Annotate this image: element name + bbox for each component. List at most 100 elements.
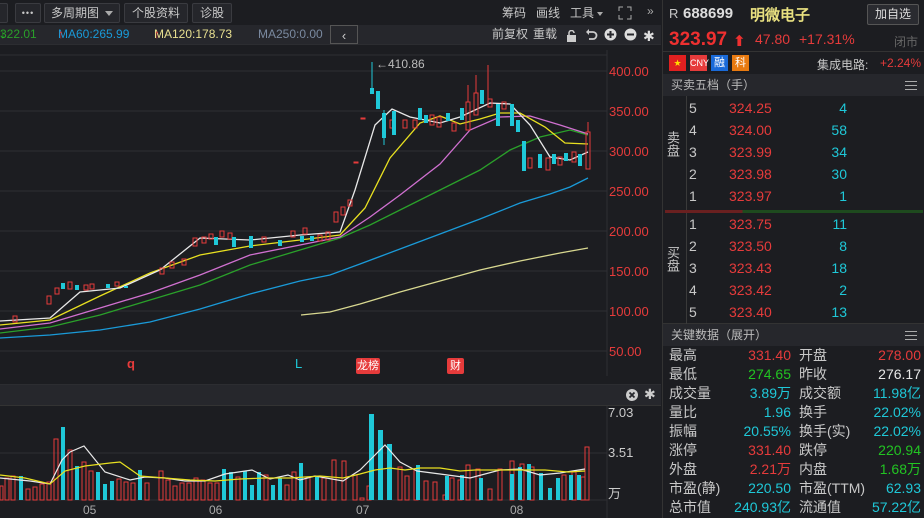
star-market-badge: 科 — [732, 55, 749, 71]
bid-row-2[interactable]: 2 323.50 8 — [689, 238, 847, 254]
menu-icon[interactable] — [905, 81, 917, 90]
high-annotation: ←410.86 — [376, 57, 425, 71]
price-axis-200: 200.00 — [609, 224, 649, 239]
quote-panel: R 688699 明微电子 加自选 323.97 ⬆ 47.80 +17.31%… — [662, 0, 924, 518]
marker-dragon-list[interactable]: 龙榜 — [356, 358, 380, 374]
chart-area: ••• 多周期图 个股资料 诊股 筹码 画线 工具 » 322.01 ↓ MA6… — [0, 0, 661, 518]
last-price: 323.97 — [669, 29, 728, 50]
key-data-row: 成交量 3.89万 成交额 11.98亿 — [669, 385, 921, 401]
volume-axis-unit: 万 — [608, 486, 622, 501]
ma120-text: MA120:178.73 — [154, 27, 233, 41]
tools-button[interactable]: 工具 — [570, 4, 604, 21]
ask-row-2[interactable]: 2 323.98 30 — [689, 166, 847, 182]
bid-row-3[interactable]: 3 323.43 18 — [689, 260, 847, 276]
sector-label[interactable]: 集成电路: — [817, 58, 869, 72]
key-data-row: 市盈(静) 220.50 市盈(TTM) 62.93 — [669, 480, 921, 496]
marker-l[interactable]: L — [295, 356, 303, 371]
month-label-07: 07 — [356, 503, 370, 517]
zoom-out-icon[interactable] — [624, 28, 637, 47]
key-data-row: 最高 331.40 开盘 278.00 — [669, 347, 921, 363]
key-data-row: 量比 1.96 换手 22.02% — [669, 404, 921, 420]
expand-right-icon[interactable]: » — [647, 4, 654, 18]
price-change-pct: +17.31% — [799, 31, 855, 47]
badge-row: ★ CNY 融 科 集成电路: +2.24% — [663, 53, 924, 73]
month-label-05: 05 — [83, 503, 97, 517]
chart-toolbar: ••• 多周期图 个股资料 诊股 筹码 画线 工具 » — [0, 0, 661, 26]
key-data-row: 最低 274.65 昨收 276.17 — [669, 366, 921, 382]
ask-row-3[interactable]: 3 323.99 34 — [689, 144, 847, 160]
arrow-up-icon: ↑ — [154, 27, 160, 41]
price-change: 47.80 — [755, 31, 791, 47]
price-axis-300: 300.00 — [609, 144, 649, 159]
price-axis-100: 100.00 — [609, 304, 649, 319]
collapse-button[interactable] — [0, 3, 8, 23]
ma60-text: MA60:265.99 — [58, 27, 130, 41]
adjust-button[interactable]: 前复权 — [492, 27, 529, 41]
lock-icon[interactable] — [566, 29, 577, 48]
multi-period-button[interactable]: 多周期图 — [44, 3, 120, 23]
market-status: 闭市 — [894, 35, 919, 49]
month-label-08: 08 — [510, 503, 524, 517]
menu-icon[interactable] — [905, 331, 917, 340]
key-data-header[interactable]: 关键数据（展开） — [663, 324, 924, 346]
quote-header: R 688699 明微电子 加自选 323.97 ⬆ 47.80 +17.31%… — [663, 0, 924, 52]
price-axis-250: 250.00 — [609, 184, 649, 199]
stock-name: 明微电子 — [750, 7, 811, 24]
tools-label: 工具 — [570, 6, 595, 20]
bid-row-4[interactable]: 4 323.42 2 — [689, 282, 847, 298]
ma250-value: MA250:0.00 — [258, 27, 323, 41]
volume-chart[interactable]: 7.03 3.51 万 05 06 07 08 — [0, 405, 661, 518]
buy-side-label: 买盘 — [665, 246, 680, 272]
sector-change: +2.24% — [879, 56, 921, 70]
more-button[interactable]: ••• — [15, 3, 41, 23]
chevron-down-icon — [105, 11, 113, 16]
volume-axis-mid: 3.51 — [608, 445, 634, 460]
volume-header: ✱ — [0, 384, 661, 406]
arrow-up-icon: ⬆ — [733, 33, 746, 50]
sell-side-label: 卖盘 — [665, 131, 680, 157]
cny-badge: CNY — [690, 55, 709, 71]
collapse-left-button[interactable]: ‹ — [330, 25, 358, 44]
undo-icon[interactable] — [585, 28, 598, 47]
price-axis-350: 350.00 — [609, 104, 649, 119]
ask-row-5[interactable]: 5 324.25 4 — [689, 100, 847, 116]
fullscreen-icon[interactable] — [618, 6, 632, 20]
order-book: 卖盘 买盘 5 324.25 4 4 324.00 58 3 323.99 34 2 323.… — [663, 96, 924, 324]
candlestick-chart[interactable]: ←410.86 400.00 350.00 300.00 250.00 200.… — [0, 46, 661, 376]
price-axis-150: 150.00 — [609, 264, 649, 279]
price-axis-50: 50.00 — [609, 344, 642, 359]
month-label-06: 06 — [209, 503, 223, 517]
add-watchlist-button[interactable]: 加自选 — [867, 4, 919, 25]
chevron-down-icon — [597, 11, 604, 16]
bid-row-1[interactable]: 1 323.75 11 — [689, 216, 847, 232]
bid-row-5[interactable]: 5 323.40 13 — [689, 304, 847, 320]
bid-ask-ratio-bar — [665, 210, 923, 213]
draw-button[interactable]: 画线 — [536, 6, 561, 20]
ask-row-4[interactable]: 4 324.00 58 — [689, 122, 847, 138]
key-data-row: 涨停 331.40 跌停 220.94 — [669, 442, 921, 458]
chips-button[interactable]: 筹码 — [502, 6, 527, 20]
multi-period-label: 多周期图 — [51, 6, 100, 20]
ask-row-1[interactable]: 1 323.97 1 — [689, 188, 847, 204]
zoom-in-icon[interactable] — [604, 28, 617, 47]
order-book-title: 买卖五档（手） — [671, 78, 756, 92]
settings-icon[interactable]: ✱ — [644, 386, 656, 402]
arrow-down-icon: ↓ — [0, 27, 6, 41]
diagnose-button[interactable]: 诊股 — [192, 3, 232, 23]
settings-icon[interactable]: ✱ — [643, 28, 655, 44]
close-icon[interactable] — [626, 389, 638, 404]
key-data-row: 外盘 2.21万 内盘 1.68万 — [669, 461, 921, 477]
order-book-header[interactable]: 买卖五档（手） — [663, 74, 924, 96]
margin-badge: 融 — [711, 55, 728, 71]
ma30-text: 322.01 — [0, 27, 37, 41]
marker-q[interactable]: q — [127, 356, 135, 371]
price-axis-400: 400.00 — [609, 64, 649, 79]
arrow-up-icon: ↑ — [58, 27, 64, 41]
stock-code: 688699 — [683, 5, 734, 22]
marker-finance[interactable]: 财 — [447, 358, 464, 374]
key-data-row: 总市值 240.93亿 流通值 57.22亿 — [669, 499, 921, 515]
ma-legend-bar: 322.01 ↓ MA60:265.99 ↑ MA120:178.73 ↑ MA25… — [0, 25, 661, 45]
reload-button[interactable]: 重载 — [533, 27, 558, 41]
key-data-title: 关键数据（展开） — [671, 328, 768, 342]
stock-info-button[interactable]: 个股资料 — [124, 3, 188, 23]
